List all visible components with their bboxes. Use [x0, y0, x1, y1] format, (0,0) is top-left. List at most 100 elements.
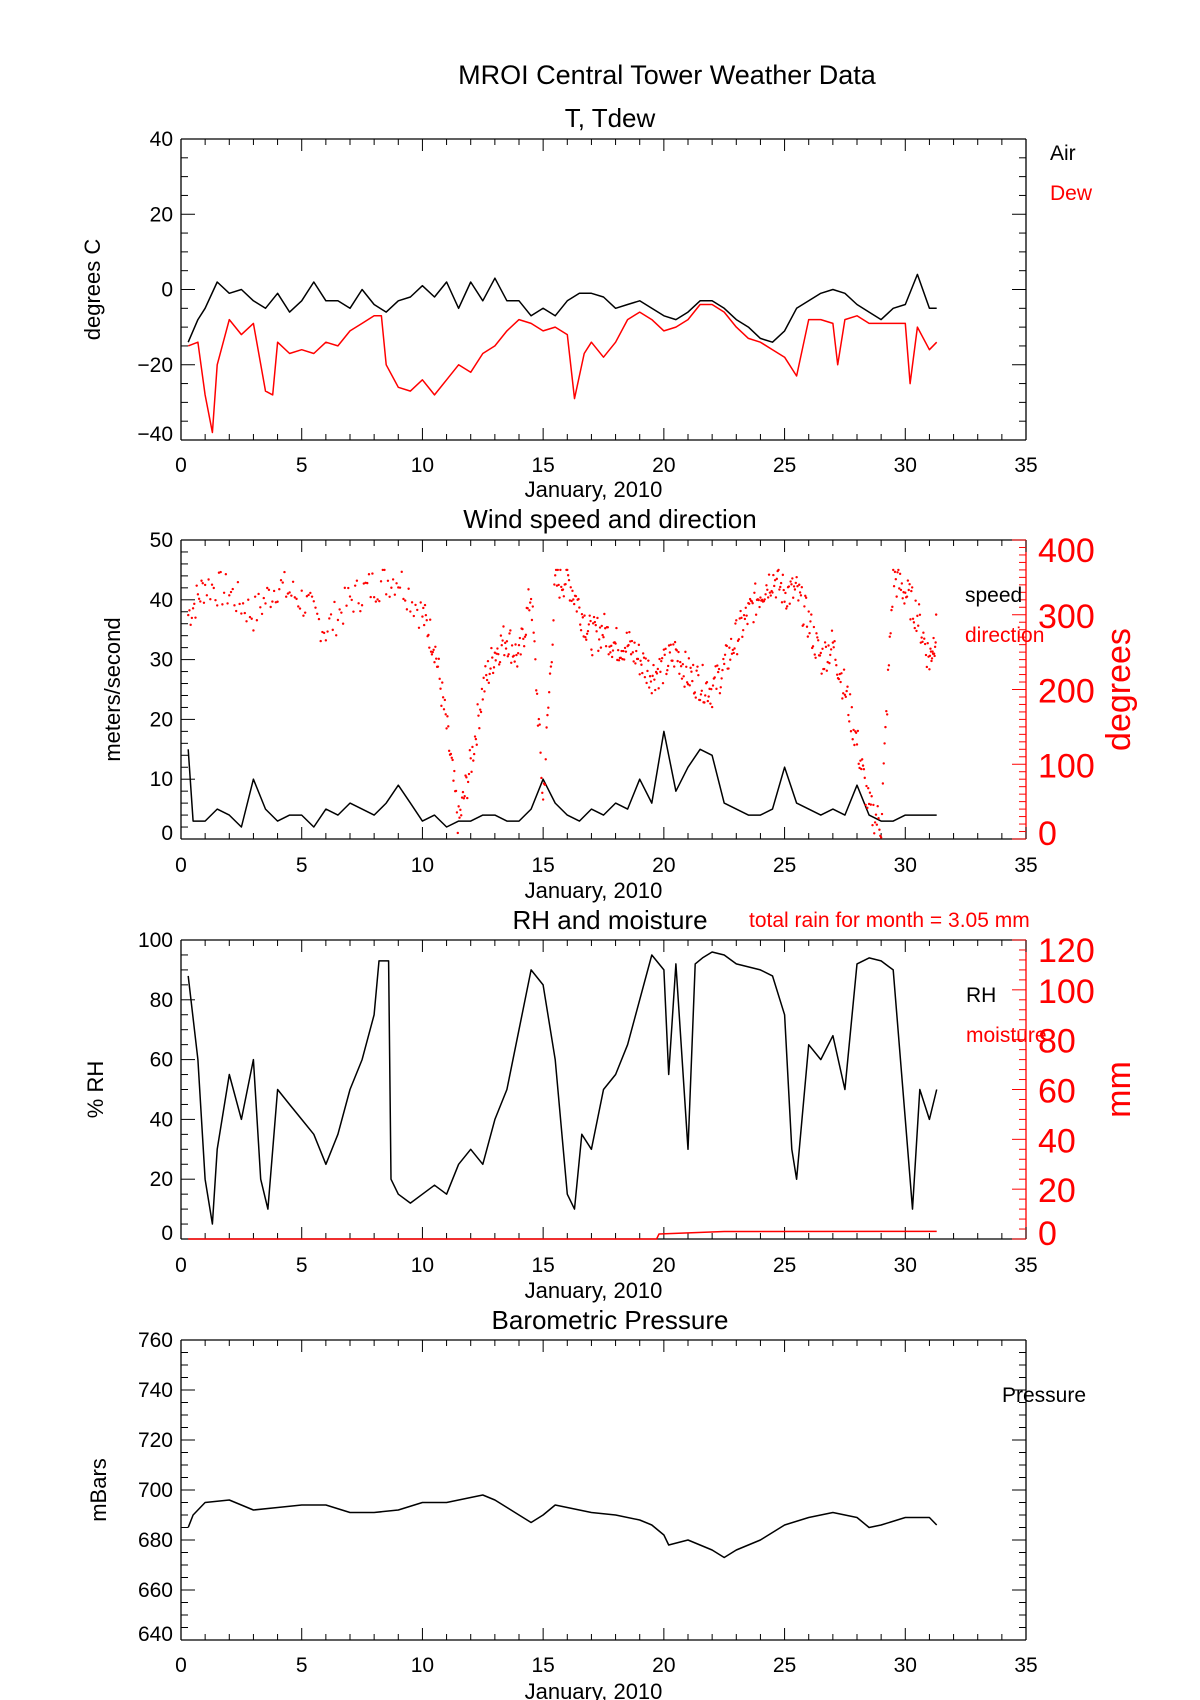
direction-point — [419, 601, 422, 604]
direction-point — [731, 648, 735, 652]
x-tick-label: 35 — [1014, 854, 1037, 877]
direction-point — [654, 688, 657, 692]
direction-point — [529, 597, 533, 601]
direction-point — [930, 659, 933, 663]
direction-point — [934, 641, 937, 644]
direction-point — [691, 663, 695, 667]
y-axis-label: % RH — [83, 1061, 108, 1118]
direction-point — [689, 666, 692, 670]
direction-point — [649, 680, 653, 683]
direction-point — [602, 636, 605, 639]
direction-point — [224, 573, 228, 576]
direction-point — [795, 575, 798, 579]
direction-point — [210, 583, 214, 586]
direction-point — [409, 610, 412, 613]
y2-tick-label: 100 — [1038, 973, 1095, 1011]
direction-point — [594, 623, 597, 627]
direction-point — [787, 585, 791, 588]
direction-point — [469, 757, 472, 760]
direction-point — [529, 601, 532, 604]
direction-point — [659, 670, 662, 674]
direction-point — [835, 664, 838, 667]
direction-point — [660, 659, 663, 663]
direction-point — [462, 797, 466, 800]
direction-point — [492, 666, 496, 669]
direction-point — [892, 568, 895, 572]
direction-point — [871, 823, 874, 827]
direction-point — [886, 668, 890, 671]
direction-point — [709, 702, 712, 705]
x-axis-label: January, 2010 — [525, 1278, 663, 1303]
direction-point — [428, 618, 432, 621]
direction-point — [917, 624, 920, 627]
direction-point — [531, 605, 534, 608]
direction-point — [328, 617, 331, 620]
direction-point — [553, 583, 556, 586]
direction-point — [931, 650, 934, 653]
direction-point — [446, 715, 449, 718]
direction-point — [499, 634, 503, 637]
total-rain-annotation: total rain for month = 3.05 mm — [749, 909, 1030, 932]
direction-point — [543, 783, 547, 786]
direction-point — [684, 650, 687, 654]
direction-point — [797, 599, 800, 602]
y2-tick-label: 120 — [1038, 932, 1095, 970]
direction-point — [241, 602, 245, 605]
direction-point — [514, 643, 517, 646]
direction-point — [569, 586, 572, 589]
direction-point — [757, 598, 760, 602]
y-tick-label: 40 — [150, 128, 173, 151]
x-tick-label: 25 — [773, 1654, 796, 1677]
direction-point — [753, 591, 756, 594]
direction-point — [802, 623, 805, 626]
direction-point — [589, 619, 592, 623]
direction-point — [701, 663, 704, 667]
direction-point — [523, 635, 527, 638]
direction-point — [932, 652, 936, 655]
direction-point — [666, 669, 669, 672]
direction-point — [803, 605, 806, 608]
direction-point — [478, 727, 481, 730]
y2-tick-label: 60 — [1038, 1073, 1076, 1111]
direction-point — [522, 637, 525, 641]
direction-point — [314, 606, 317, 609]
x-tick-label: 10 — [411, 854, 434, 877]
direction-point — [655, 672, 659, 675]
direction-point — [729, 658, 732, 661]
direction-point — [841, 697, 844, 700]
direction-point — [615, 626, 618, 630]
direction-point — [303, 611, 307, 614]
direction-point — [350, 598, 353, 602]
y-tick-label: 20 — [150, 1168, 173, 1191]
direction-point — [574, 594, 578, 598]
direction-point — [591, 622, 595, 625]
direction-point — [932, 636, 935, 640]
direction-point — [748, 602, 751, 605]
direction-point — [550, 661, 553, 664]
direction-point — [491, 671, 495, 675]
direction-point — [207, 578, 210, 581]
direction-point — [319, 639, 322, 643]
direction-point — [489, 667, 492, 670]
direction-point — [490, 646, 493, 650]
direction-point — [791, 577, 794, 580]
direction-point — [890, 608, 893, 612]
direction-point — [924, 653, 928, 657]
direction-point — [778, 588, 781, 591]
x-tick-label: 30 — [894, 1254, 917, 1277]
direction-point — [262, 596, 265, 600]
direction-point — [869, 803, 872, 806]
direction-point — [279, 579, 283, 582]
direction-point — [400, 570, 403, 574]
direction-point — [488, 672, 491, 676]
direction-point — [673, 665, 676, 668]
direction-point — [374, 600, 378, 603]
direction-point — [740, 616, 743, 620]
series-line-rh — [187, 951, 938, 1225]
direction-point — [554, 574, 557, 577]
direction-point — [820, 672, 823, 675]
direction-point — [875, 823, 879, 826]
direction-point — [585, 638, 588, 641]
direction-point — [807, 610, 810, 613]
direction-point — [617, 659, 621, 662]
